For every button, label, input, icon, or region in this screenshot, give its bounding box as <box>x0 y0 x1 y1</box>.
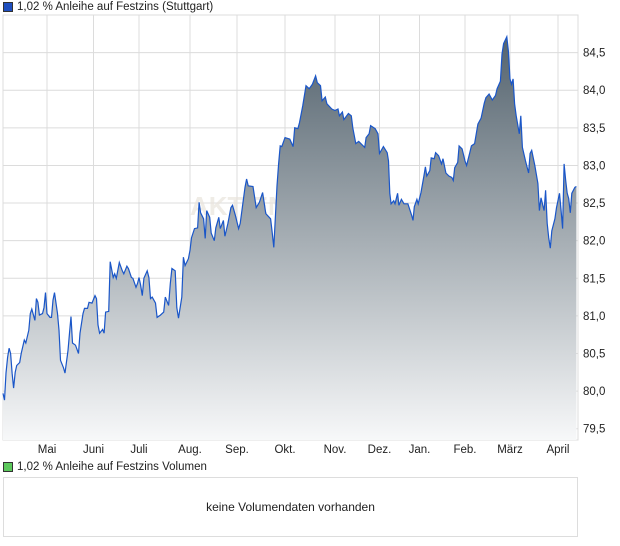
x-tick-label: Mai <box>38 444 57 456</box>
y-tick-label: 80,0 <box>583 386 605 398</box>
y-tick-label: 84,0 <box>583 85 605 97</box>
x-tick-label: Sep. <box>225 444 249 456</box>
price-line <box>2 34 577 401</box>
x-tick-label: Feb. <box>453 444 476 456</box>
y-tick-label: 79,5 <box>583 424 605 436</box>
data-points <box>3 36 577 401</box>
price-legend-label: 1,02 % Anleihe auf Festzins (Stuttgart) <box>17 1 214 13</box>
y-tick-label: 80,5 <box>583 348 605 360</box>
x-tick-label: Aug. <box>178 444 202 456</box>
price-chart: AKTIEN 79,5 80,0 80,5 81,0 81,5 82,0 82,5 83,0 8… <box>2 14 605 456</box>
y-tick-label: 83,5 <box>583 123 605 135</box>
y-tick-label: 82,0 <box>583 236 605 248</box>
price-area <box>3 36 577 441</box>
x-tick-label: Juni <box>83 444 104 456</box>
no-volume-message: keine Volumendaten vorhanden <box>206 500 375 514</box>
x-tick-label: Okt. <box>274 444 295 456</box>
x-axis: Mai Juni Juli Aug. Sep. Okt. Nov. Dez. Jan. Feb. M… <box>38 444 570 456</box>
price-legend-swatch <box>3 2 13 12</box>
y-tick-label: 84,5 <box>583 48 605 60</box>
y-tick-label: 83,0 <box>583 160 605 172</box>
x-tick-label: Nov. <box>324 444 347 456</box>
volume-legend-swatch <box>3 462 13 472</box>
x-tick-label: Dez. <box>368 444 392 456</box>
y-axis: 79,5 80,0 80,5 81,0 81,5 82,0 82,5 83,0 83,5 84,0… <box>583 48 605 436</box>
watermark-logo: AKTIEN <box>190 191 287 221</box>
y-tick-label: 82,5 <box>583 198 605 210</box>
x-tick-label: Jan. <box>409 444 431 456</box>
y-tick-label: 81,0 <box>583 311 605 323</box>
price-legend: 1,02 % Anleihe auf Festzins (Stuttgart) <box>3 1 213 13</box>
volume-legend: 1,02 % Anleihe auf Festzins Volumen <box>3 461 207 473</box>
x-tick-label: März <box>497 444 523 456</box>
y-tick-label: 81,5 <box>583 273 605 285</box>
x-tick-label: April <box>546 444 569 456</box>
x-tick-label: Juli <box>130 444 147 456</box>
volume-legend-label: 1,02 % Anleihe auf Festzins Volumen <box>17 461 207 473</box>
volume-chart: keine Volumendaten vorhanden <box>3 477 578 537</box>
